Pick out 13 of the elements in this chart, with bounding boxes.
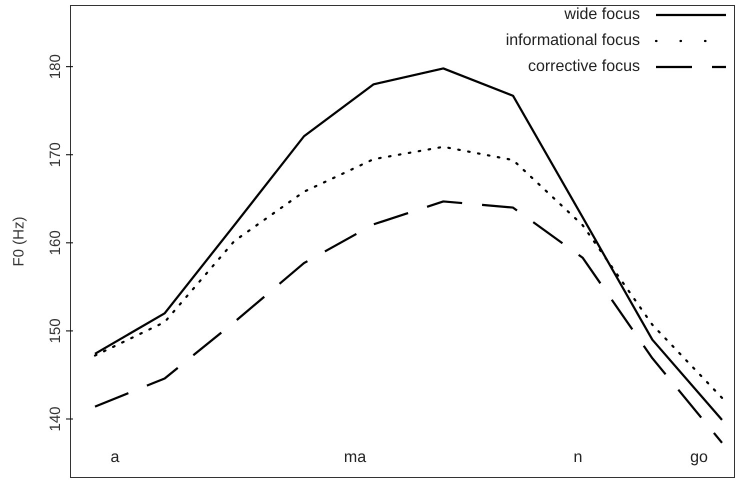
annotation: ma	[342, 449, 368, 467]
legend-label: wide focus	[564, 5, 640, 25]
y-tick-label: 140	[47, 406, 64, 432]
annotation: a	[110, 449, 120, 467]
annotation: go	[689, 449, 709, 467]
legend-label: corrective focus	[528, 57, 640, 77]
y-tick-label: 180	[47, 54, 64, 80]
y-tick-label: 170	[47, 142, 64, 168]
annotation: n	[572, 449, 584, 467]
legend-label: informational focus	[506, 31, 640, 51]
y-tick-label: 160	[47, 230, 64, 256]
y-axis-title: F0 (Hz)	[10, 216, 28, 266]
y-tick-label: 150	[47, 318, 64, 344]
